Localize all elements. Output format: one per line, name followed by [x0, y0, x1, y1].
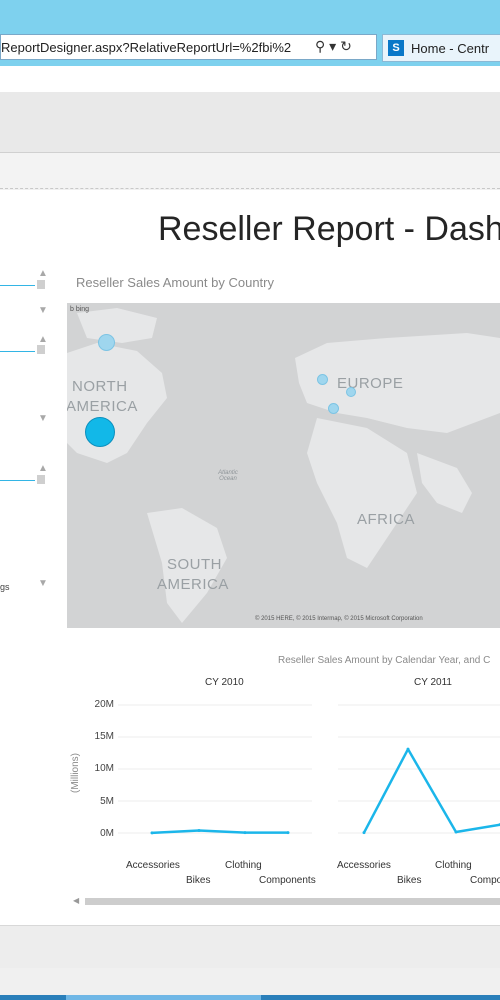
x-category-label: Clothing — [435, 860, 472, 871]
map-bubble[interactable] — [317, 374, 328, 385]
y-tick-label: 0M — [100, 828, 114, 839]
slicer-bar-2 — [0, 351, 35, 352]
sharepoint-icon: S — [388, 40, 404, 56]
ribbon-toolbar — [0, 92, 500, 153]
chevron-down-icon[interactable]: ▾ — [329, 38, 337, 54]
y-tick-label: 5M — [100, 796, 114, 807]
map-visual[interactable]: b bing NORTH AMERICA EUROPE AFRICA SOUTH… — [67, 303, 500, 628]
x-category-label: Components — [470, 875, 500, 886]
x-category-label: Components — [259, 875, 316, 886]
bing-logo: b bing — [70, 306, 90, 313]
chevron-down-icon[interactable]: ▼ — [38, 578, 48, 589]
world-map-shapes — [67, 308, 500, 623]
slicer-scroll-1[interactable] — [37, 280, 45, 289]
panel-header-cy2011: CY 2011 — [414, 677, 452, 688]
map-label: AMERICA — [67, 398, 138, 415]
browser-tab[interactable]: S Home - Centr — [382, 34, 500, 62]
chevron-up-icon[interactable]: ▲ — [38, 268, 48, 279]
ribbon-band — [0, 66, 500, 93]
address-bar[interactable]: ReportDesigner.aspx?RelativeReportUrl=%2… — [0, 34, 377, 60]
address-icons: ⚲ ▾ ↻ — [315, 38, 352, 55]
report-title: Reseller Report - Dash — [158, 210, 500, 248]
map-copyright: © 2015 HERE, © 2015 Intermap, © 2015 Mic… — [255, 616, 423, 622]
window-title-bar — [0, 0, 500, 30]
map-bubble[interactable] — [98, 334, 115, 351]
y-tick-label: 10M — [94, 763, 114, 774]
chevron-down-icon[interactable]: ▼ — [38, 305, 48, 316]
scroll-left-icon[interactable]: ◀ — [73, 896, 80, 905]
y-tick-label: 15M — [94, 731, 114, 742]
slicer-scroll-2[interactable] — [37, 345, 45, 354]
map-label: SOUTH — [167, 556, 222, 573]
y-axis-label: (Millions) — [70, 753, 81, 793]
x-category-label: Bikes — [397, 875, 422, 886]
y-tick-label: 20M — [94, 699, 114, 710]
address-url[interactable]: ReportDesigner.aspx?RelativeReportUrl=%2… — [1, 40, 292, 55]
refresh-icon[interactable]: ↻ — [340, 38, 352, 54]
map-bubble[interactable] — [346, 387, 356, 397]
status-band — [0, 925, 500, 968]
x-category-label: Clothing — [225, 860, 262, 871]
map-title: Reseller Sales Amount by Country — [76, 275, 274, 290]
chevron-up-icon[interactable]: ▲ — [38, 463, 48, 474]
slicer-bar-1 — [0, 285, 35, 286]
x-category-label: Bikes — [186, 875, 211, 886]
slicer-scroll-3[interactable] — [37, 475, 45, 484]
map-label: NORTH — [72, 378, 128, 395]
map-label: AFRICA — [357, 511, 416, 528]
taskbar-item[interactable] — [66, 995, 261, 1000]
x-category-label: Accessories — [126, 860, 180, 871]
chevron-down-icon[interactable]: ▼ — [38, 413, 48, 424]
chevron-up-icon[interactable]: ▲ — [38, 334, 48, 345]
line-chart-title: Reseller Sales Amount by Calendar Year, … — [278, 655, 491, 666]
report-header-band — [0, 153, 500, 189]
map-label: AMERICA — [157, 576, 229, 593]
map-bubble[interactable] — [85, 417, 115, 447]
search-icon[interactable]: ⚲ — [315, 38, 326, 54]
slicer-text: gs — [0, 582, 10, 592]
scroll-thumb[interactable] — [85, 898, 500, 905]
horizontal-scrollbar[interactable]: ◀ — [73, 896, 500, 905]
x-category-label: Accessories — [337, 860, 391, 871]
tab-label: Home - Centr — [411, 41, 490, 56]
panel-header-cy2010: CY 2010 — [205, 677, 244, 688]
ocean-label: Atlantic Ocean — [218, 470, 238, 482]
slicer-bar-3 — [0, 480, 35, 481]
map-bubble[interactable] — [328, 403, 339, 414]
